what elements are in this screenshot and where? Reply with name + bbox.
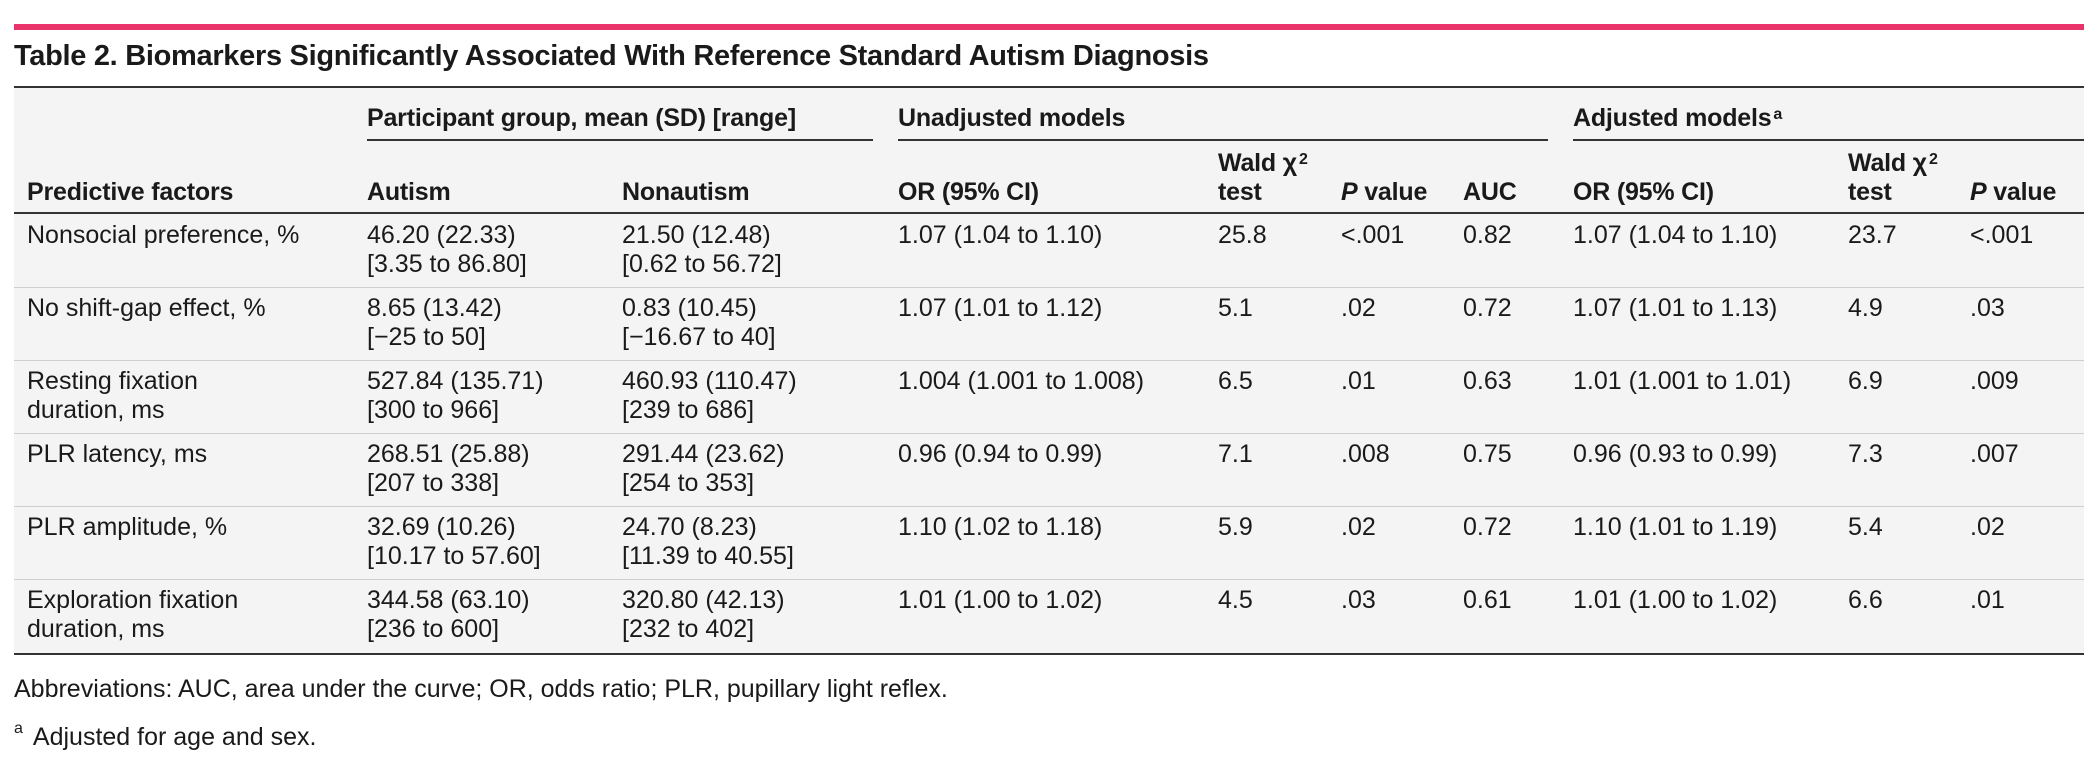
cell-auc: 0.75 bbox=[1463, 440, 1512, 468]
cell-wald-adjusted: 6.6 bbox=[1848, 586, 1883, 614]
group-rule-unadjusted bbox=[898, 139, 1548, 141]
cell-autism: 527.84 (135.71) [300 to 966] bbox=[367, 367, 544, 424]
cell-p-unadjusted: .02 bbox=[1341, 294, 1376, 322]
cell-autism: 32.69 (10.26) [10.17 to 57.60] bbox=[367, 513, 541, 570]
cell-or-adjusted: 1.01 (1.001 to 1.01) bbox=[1573, 367, 1792, 395]
cell-nonautism: 21.50 (12.48) [0.62 to 56.72] bbox=[622, 221, 782, 278]
cell-nonautism: 291.44 (23.62) [254 to 353] bbox=[622, 440, 785, 497]
cell-autism: 268.51 (25.88) [207 to 338] bbox=[367, 440, 530, 497]
cell-or-unadjusted: 0.96 (0.94 to 0.99) bbox=[898, 440, 1103, 468]
cell-autism: 8.65 (13.42) [−25 to 50] bbox=[367, 294, 502, 351]
col-header-wald-adjusted: Wald χ 2 test bbox=[1848, 149, 1938, 206]
col-header-or-unadjusted: OR (95% CI) bbox=[898, 178, 1039, 206]
col-header-predictive-factors: Predictive factors bbox=[27, 178, 234, 206]
cell-factor: PLR amplitude, % bbox=[27, 513, 228, 541]
cell-p-unadjusted: .01 bbox=[1341, 367, 1376, 395]
cell-wald-adjusted: 6.9 bbox=[1848, 367, 1883, 395]
row-divider bbox=[14, 506, 2084, 507]
cell-wald-adjusted: 4.9 bbox=[1848, 294, 1883, 322]
row-divider bbox=[14, 360, 2084, 361]
cell-factor: Exploration fixation duration, ms bbox=[27, 586, 239, 643]
cell-nonautism: 0.83 (10.45) [−16.67 to 40] bbox=[622, 294, 776, 351]
cell-wald-unadjusted: 7.1 bbox=[1218, 440, 1253, 468]
cell-or-unadjusted: 1.07 (1.01 to 1.12) bbox=[898, 294, 1103, 322]
cell-or-unadjusted: 1.07 (1.04 to 1.10) bbox=[898, 221, 1103, 249]
accent-bar bbox=[14, 24, 2084, 30]
cell-wald-adjusted: 5.4 bbox=[1848, 513, 1883, 541]
cell-wald-unadjusted: 5.1 bbox=[1218, 294, 1253, 322]
col-header-nonautism: Nonautism bbox=[622, 178, 750, 206]
table-bottom-rule bbox=[14, 653, 2084, 655]
cell-wald-adjusted: 23.7 bbox=[1848, 221, 1897, 249]
cell-p-adjusted: .02 bbox=[1970, 513, 2005, 541]
cell-or-adjusted: 0.96 (0.93 to 0.99) bbox=[1573, 440, 1778, 468]
cell-auc: 0.72 bbox=[1463, 513, 1512, 541]
cell-factor: Resting fixation duration, ms bbox=[27, 367, 198, 424]
cell-auc: 0.72 bbox=[1463, 294, 1512, 322]
cell-auc: 0.63 bbox=[1463, 367, 1512, 395]
col-header-p-unadjusted: P value bbox=[1341, 178, 1428, 206]
header-rule bbox=[14, 212, 2084, 214]
col-header-or-adjusted: OR (95% CI) bbox=[1573, 178, 1714, 206]
col-header-p-adjusted: P value bbox=[1970, 178, 2057, 206]
cell-factor: PLR latency, ms bbox=[27, 440, 208, 468]
cell-p-adjusted: .009 bbox=[1970, 367, 2019, 395]
cell-p-unadjusted: .03 bbox=[1341, 586, 1376, 614]
footnote-adjusted: a Adjusted for age and sex. bbox=[14, 720, 317, 751]
table-top-rule bbox=[14, 86, 2084, 88]
cell-p-adjusted: .007 bbox=[1970, 440, 2019, 468]
cell-wald-unadjusted: 25.8 bbox=[1218, 221, 1267, 249]
row-divider bbox=[14, 433, 2084, 434]
cell-p-unadjusted: .008 bbox=[1341, 440, 1390, 468]
table-title: Table 2. Biomarkers Significantly Associ… bbox=[14, 40, 1209, 72]
group-header-unadjusted: Unadjusted models bbox=[898, 104, 1126, 132]
adjusted-footnote-marker: a bbox=[1773, 106, 1783, 123]
row-divider bbox=[14, 287, 2084, 288]
cell-auc: 0.61 bbox=[1463, 586, 1512, 614]
table-background bbox=[14, 88, 2084, 653]
cell-auc: 0.82 bbox=[1463, 221, 1512, 249]
cell-p-unadjusted: .02 bbox=[1341, 513, 1376, 541]
col-header-auc: AUC bbox=[1463, 178, 1517, 206]
cell-nonautism: 320.80 (42.13) [232 to 402] bbox=[622, 586, 785, 643]
cell-or-adjusted: 1.07 (1.01 to 1.13) bbox=[1573, 294, 1778, 322]
cell-p-adjusted: .01 bbox=[1970, 586, 2005, 614]
cell-or-adjusted: 1.10 (1.01 to 1.19) bbox=[1573, 513, 1778, 541]
row-divider bbox=[14, 579, 2084, 580]
cell-or-adjusted: 1.01 (1.00 to 1.02) bbox=[1573, 586, 1778, 614]
cell-nonautism: 24.70 (8.23) [11.39 to 40.55] bbox=[622, 513, 794, 570]
col-header-wald-unadjusted: Wald χ 2 test bbox=[1218, 149, 1308, 206]
cell-factor: Nonsocial preference, % bbox=[27, 221, 300, 249]
cell-autism: 46.20 (22.33) [3.35 to 86.80] bbox=[367, 221, 527, 278]
cell-p-adjusted: .03 bbox=[1970, 294, 2005, 322]
group-rule-adjusted bbox=[1573, 139, 2084, 141]
group-rule-participant bbox=[367, 139, 873, 141]
cell-wald-unadjusted: 4.5 bbox=[1218, 586, 1253, 614]
group-header-participant: Participant group, mean (SD) [range] bbox=[367, 104, 796, 132]
cell-or-unadjusted: 1.004 (1.001 to 1.008) bbox=[898, 367, 1145, 395]
col-header-autism: Autism bbox=[367, 178, 451, 206]
cell-wald-unadjusted: 5.9 bbox=[1218, 513, 1253, 541]
footnote-abbreviations: Abbreviations: AUC, area under the curve… bbox=[14, 675, 948, 703]
cell-or-unadjusted: 1.01 (1.00 to 1.02) bbox=[898, 586, 1103, 614]
cell-p-adjusted: <.001 bbox=[1970, 221, 2034, 249]
cell-factor: No shift-gap effect, % bbox=[27, 294, 266, 322]
group-header-adjusted: Adjusted models a bbox=[1573, 104, 1783, 132]
footnote-marker: a bbox=[14, 720, 23, 737]
cell-p-unadjusted: <.001 bbox=[1341, 221, 1405, 249]
cell-or-adjusted: 1.07 (1.04 to 1.10) bbox=[1573, 221, 1778, 249]
cell-wald-unadjusted: 6.5 bbox=[1218, 367, 1253, 395]
cell-or-unadjusted: 1.10 (1.02 to 1.18) bbox=[898, 513, 1103, 541]
cell-wald-adjusted: 7.3 bbox=[1848, 440, 1883, 468]
cell-nonautism: 460.93 (110.47) [239 to 686] bbox=[622, 367, 797, 424]
cell-autism: 344.58 (63.10) [236 to 600] bbox=[367, 586, 530, 643]
